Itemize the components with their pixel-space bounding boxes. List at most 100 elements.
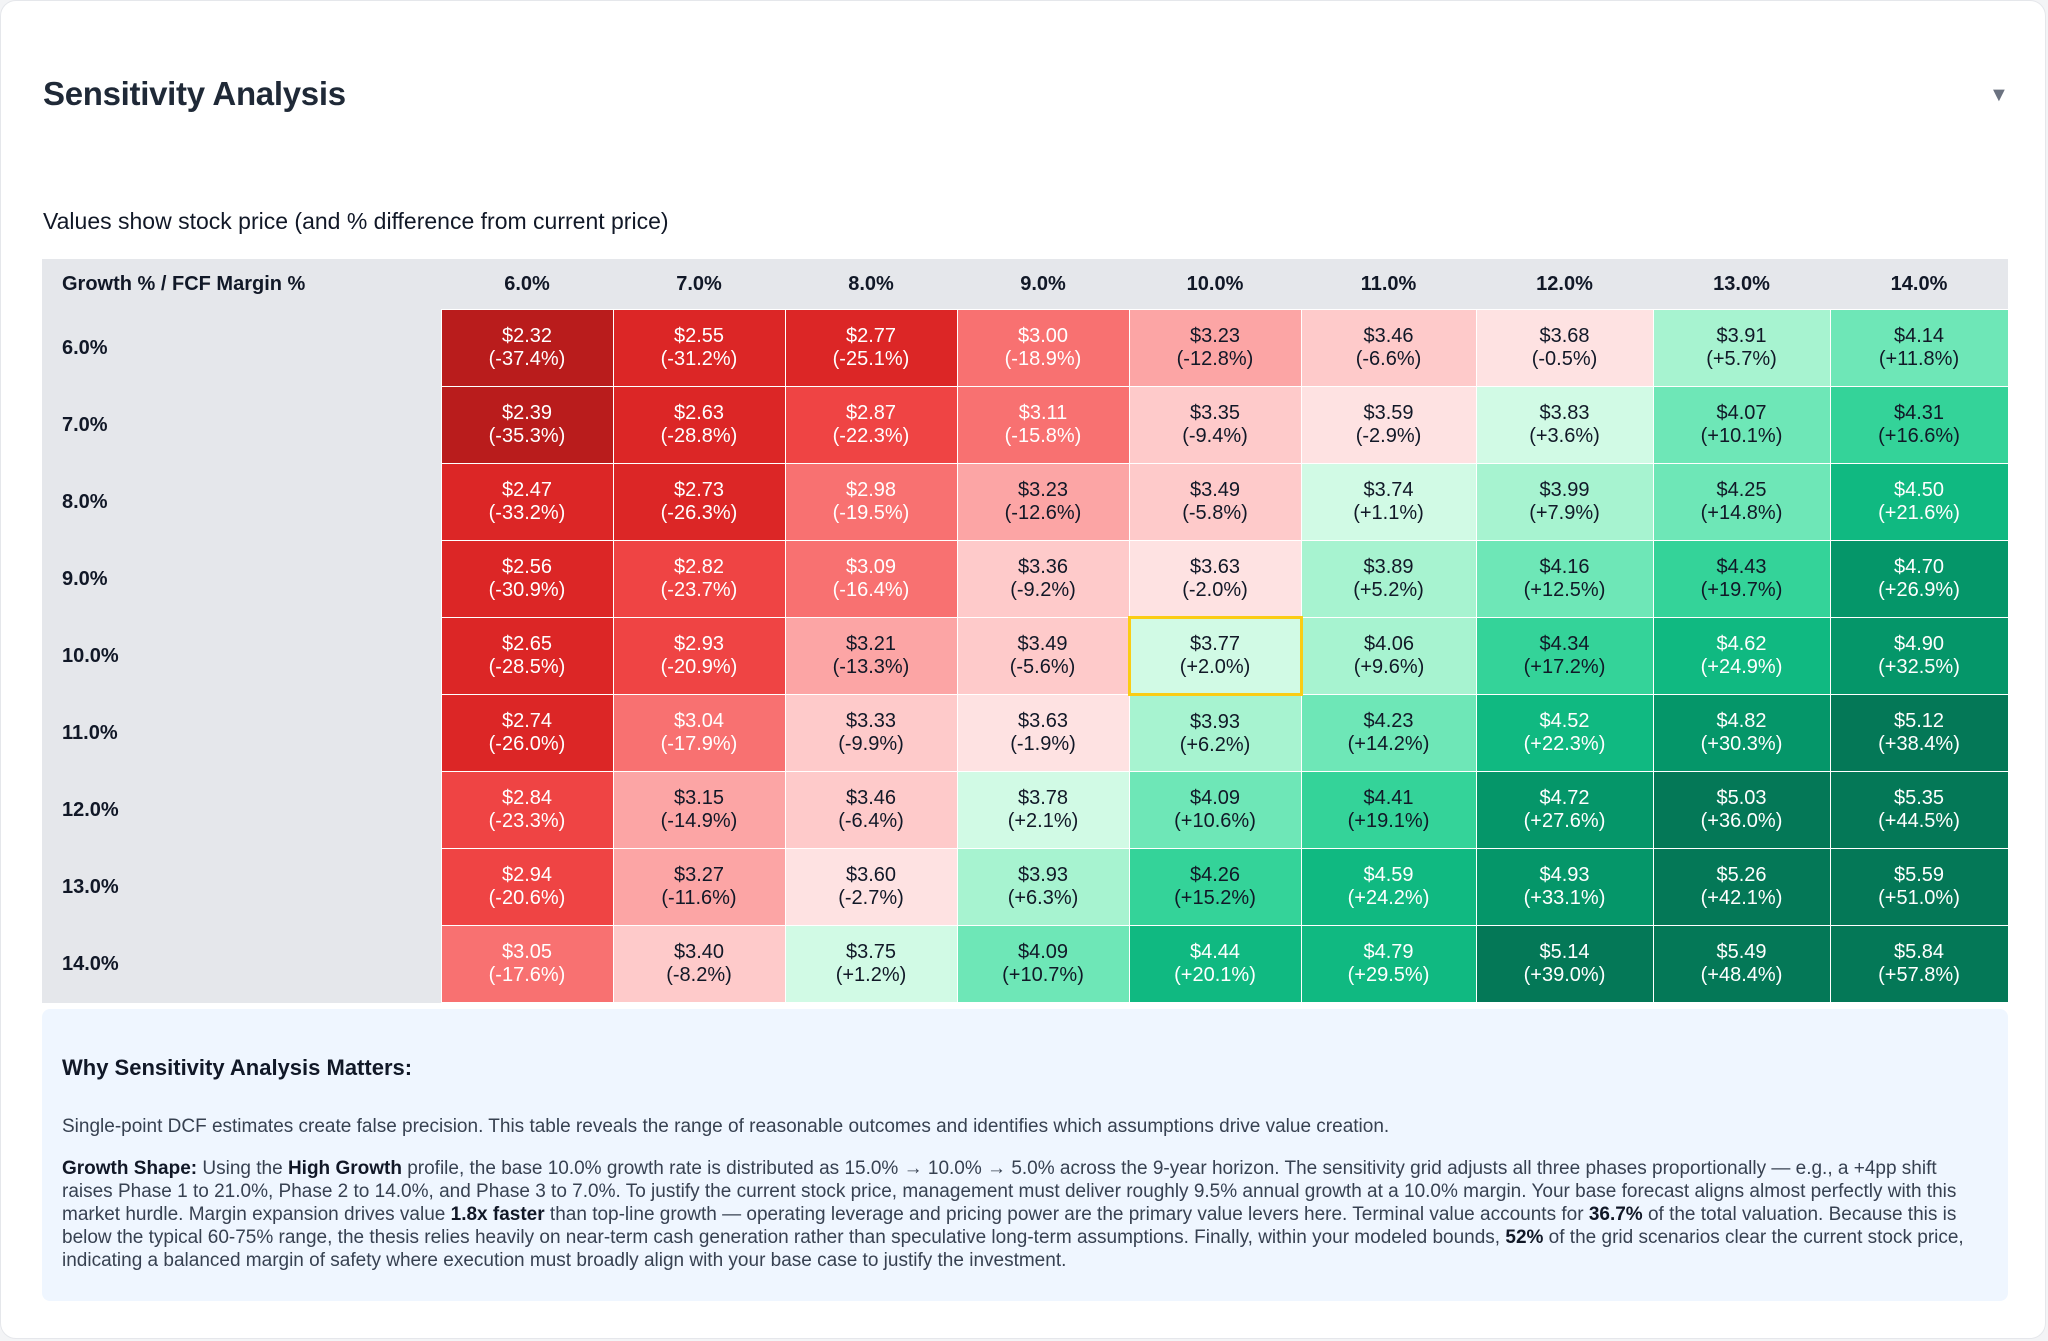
sensitivity-cell[interactable]: $3.35 (-9.4%) [1128, 386, 1302, 464]
sensitivity-cell[interactable]: $3.93 (+6.2%) [1128, 694, 1302, 772]
sensitivity-cell[interactable]: $3.15 (-14.9%) [612, 771, 786, 849]
sensitivity-cell[interactable]: $2.73 (-26.3%) [612, 463, 786, 541]
table-row: 8.0% $2.47 (-33.2%) $2.73 (-26.3%) $2.98 (-19.… [42, 463, 2009, 541]
sensitivity-cell[interactable]: $3.11 (-15.8%) [956, 386, 1130, 464]
sensitivity-cell[interactable]: $4.44 (+20.1%) [1128, 925, 1302, 1003]
sensitivity-cell[interactable]: $4.25 (+14.8%) [1652, 463, 1831, 541]
sensitivity-cell[interactable]: $3.00 (-18.9%) [956, 309, 1130, 387]
cell-price: $3.04 [673, 710, 725, 732]
cell-price: $4.09 [1189, 787, 1241, 809]
info-intro: Single-point DCF estimates create false … [62, 1116, 1390, 1137]
sensitivity-cell[interactable]: $2.77 (-25.1%) [784, 309, 958, 387]
sensitivity-cell[interactable]: $2.94 (-20.6%) [440, 848, 614, 926]
sensitivity-cell[interactable]: $3.33 (-9.9%) [784, 694, 958, 772]
sensitivity-cell[interactable]: $4.59 (+24.2%) [1300, 848, 1477, 926]
sensitivity-cell[interactable]: $4.31 (+16.6%) [1829, 386, 2009, 464]
sensitivity-cell[interactable]: $4.79 (+29.5%) [1300, 925, 1477, 1003]
collapse-toggle-icon[interactable]: ▼ [1989, 84, 2009, 106]
sensitivity-cell[interactable]: $3.83 (+3.6%) [1475, 386, 1654, 464]
sensitivity-cell[interactable]: $2.47 (-33.2%) [440, 463, 614, 541]
sensitivity-cell[interactable]: $3.23 (-12.8%) [1128, 309, 1302, 387]
sensitivity-cell[interactable]: $2.93 (-20.9%) [612, 617, 786, 695]
cell-price: $3.27 [673, 864, 725, 886]
sensitivity-cell[interactable]: $2.39 (-35.3%) [440, 386, 614, 464]
sensitivity-cell[interactable]: $2.74 (-26.0%) [440, 694, 614, 772]
sensitivity-cell[interactable]: $3.59 (-2.9%) [1300, 386, 1477, 464]
sensitivity-cell[interactable]: $2.63 (-28.8%) [612, 386, 786, 464]
cell-percent-diff: (-30.9%) [488, 579, 566, 601]
sensitivity-cell[interactable]: $4.09 (+10.7%) [956, 925, 1130, 1003]
cell-percent-diff: (+27.6%) [1523, 810, 1606, 832]
sensitivity-cell[interactable]: $5.59 (+51.0%) [1829, 848, 2009, 926]
sensitivity-cell[interactable]: $2.98 (-19.5%) [784, 463, 958, 541]
sensitivity-cell[interactable]: $2.84 (-23.3%) [440, 771, 614, 849]
cell-percent-diff: (-2.9%) [1355, 425, 1422, 447]
sensitivity-cell[interactable]: $4.52 (+22.3%) [1475, 694, 1654, 772]
sensitivity-cell[interactable]: $3.09 (-16.4%) [784, 540, 958, 618]
sensitivity-cell[interactable]: $4.16 (+12.5%) [1475, 540, 1654, 618]
sensitivity-cell[interactable]: $4.93 (+33.1%) [1475, 848, 1654, 926]
column-header: 11.0% [1301, 259, 1476, 310]
sensitivity-cell[interactable]: $4.41 (+19.1%) [1300, 771, 1477, 849]
sensitivity-cell[interactable]: $5.14 (+39.0%) [1475, 925, 1654, 1003]
sensitivity-cell[interactable]: $3.36 (-9.2%) [956, 540, 1130, 618]
sensitivity-cell[interactable]: $3.40 (-8.2%) [612, 925, 786, 1003]
cell-price: $3.40 [673, 941, 725, 963]
sensitivity-cell[interactable]: $5.03 (+36.0%) [1652, 771, 1831, 849]
sensitivity-cell[interactable]: $3.49 (-5.8%) [1128, 463, 1302, 541]
sensitivity-cell[interactable]: $3.93 (+6.3%) [956, 848, 1130, 926]
sensitivity-cell[interactable]: $2.87 (-22.3%) [784, 386, 958, 464]
cell-price: $2.56 [501, 556, 553, 578]
sensitivity-cell[interactable]: $4.07 (+10.1%) [1652, 386, 1831, 464]
sensitivity-cell[interactable]: $5.84 (+57.8%) [1829, 925, 2009, 1003]
sensitivity-cell[interactable]: $4.09 (+10.6%) [1128, 771, 1302, 849]
sensitivity-cell[interactable]: $5.49 (+48.4%) [1652, 925, 1831, 1003]
sensitivity-cell[interactable]: $4.62 (+24.9%) [1652, 617, 1831, 695]
sensitivity-cell[interactable]: $3.91 (+5.7%) [1652, 309, 1831, 387]
sensitivity-cell[interactable]: $5.12 (+38.4%) [1829, 694, 2009, 772]
margin-multiple: 1.8x faster [450, 1204, 545, 1225]
sensitivity-cell[interactable]: $3.63 (-1.9%) [956, 694, 1130, 772]
sensitivity-cell[interactable]: $3.05 (-17.6%) [440, 925, 614, 1003]
sensitivity-cell[interactable]: $3.68 (-0.5%) [1475, 309, 1654, 387]
sensitivity-cell[interactable]: $4.06 (+9.6%) [1300, 617, 1477, 695]
sensitivity-cell[interactable]: $3.49 (-5.6%) [956, 617, 1130, 695]
sensitivity-cell[interactable]: $3.78 (+2.1%) [956, 771, 1130, 849]
sensitivity-cell[interactable]: $4.90 (+32.5%) [1829, 617, 2009, 695]
sensitivity-cell[interactable]: $3.89 (+5.2%) [1300, 540, 1477, 618]
sensitivity-cell[interactable]: $4.70 (+26.9%) [1829, 540, 2009, 618]
sensitivity-cell[interactable]: $4.23 (+14.2%) [1300, 694, 1477, 772]
cell-percent-diff: (+24.9%) [1700, 656, 1783, 678]
sensitivity-cell[interactable]: $5.35 (+44.5%) [1829, 771, 2009, 849]
sensitivity-cell[interactable]: $3.75 (+1.2%) [784, 925, 958, 1003]
sensitivity-cell[interactable]: $2.82 (-23.7%) [612, 540, 786, 618]
sensitivity-cell[interactable]: $3.27 (-11.6%) [612, 848, 786, 926]
sensitivity-cell[interactable]: $2.65 (-28.5%) [440, 617, 614, 695]
sensitivity-cell[interactable]: $3.63 (-2.0%) [1128, 540, 1302, 618]
cell-price: $4.07 [1716, 402, 1767, 424]
current-scenario-cell[interactable]: $3.77 (+2.0%) [1127, 616, 1303, 696]
sensitivity-cell[interactable]: $4.26 (+15.2%) [1128, 848, 1302, 926]
sensitivity-cell[interactable]: $5.26 (+42.1%) [1652, 848, 1831, 926]
cell-percent-diff: (-15.8%) [1004, 425, 1082, 447]
cell-percent-diff: (-5.8%) [1182, 502, 1248, 524]
sensitivity-cell[interactable]: $3.46 (-6.4%) [784, 771, 958, 849]
sensitivity-cell[interactable]: $2.55 (-31.2%) [612, 309, 786, 387]
sensitivity-cell[interactable]: $4.82 (+30.3%) [1652, 694, 1831, 772]
sensitivity-cell[interactable]: $3.21 (-13.3%) [784, 617, 958, 695]
sensitivity-cell[interactable]: $4.43 (+19.7%) [1652, 540, 1831, 618]
sensitivity-cell[interactable]: $3.46 (-6.6%) [1300, 309, 1477, 387]
sensitivity-cell[interactable]: $2.56 (-30.9%) [440, 540, 614, 618]
cell-price: $3.35 [1189, 402, 1241, 424]
cell-percent-diff: (+36.0%) [1700, 810, 1783, 832]
sensitivity-cell[interactable]: $4.50 (+21.6%) [1829, 463, 2009, 541]
sensitivity-cell[interactable]: $4.34 (+17.2%) [1475, 617, 1654, 695]
sensitivity-cell[interactable]: $2.32 (-37.4%) [440, 309, 614, 387]
sensitivity-cell[interactable]: $3.60 (-2.7%) [784, 848, 958, 926]
sensitivity-cell[interactable]: $3.23 (-12.6%) [956, 463, 1130, 541]
sensitivity-cell[interactable]: $3.74 (+1.1%) [1300, 463, 1477, 541]
sensitivity-cell[interactable]: $3.99 (+7.9%) [1475, 463, 1654, 541]
sensitivity-cell[interactable]: $3.04 (-17.9%) [612, 694, 786, 772]
sensitivity-cell[interactable]: $4.72 (+27.6%) [1475, 771, 1654, 849]
sensitivity-cell[interactable]: $4.14 (+11.8%) [1829, 309, 2009, 387]
